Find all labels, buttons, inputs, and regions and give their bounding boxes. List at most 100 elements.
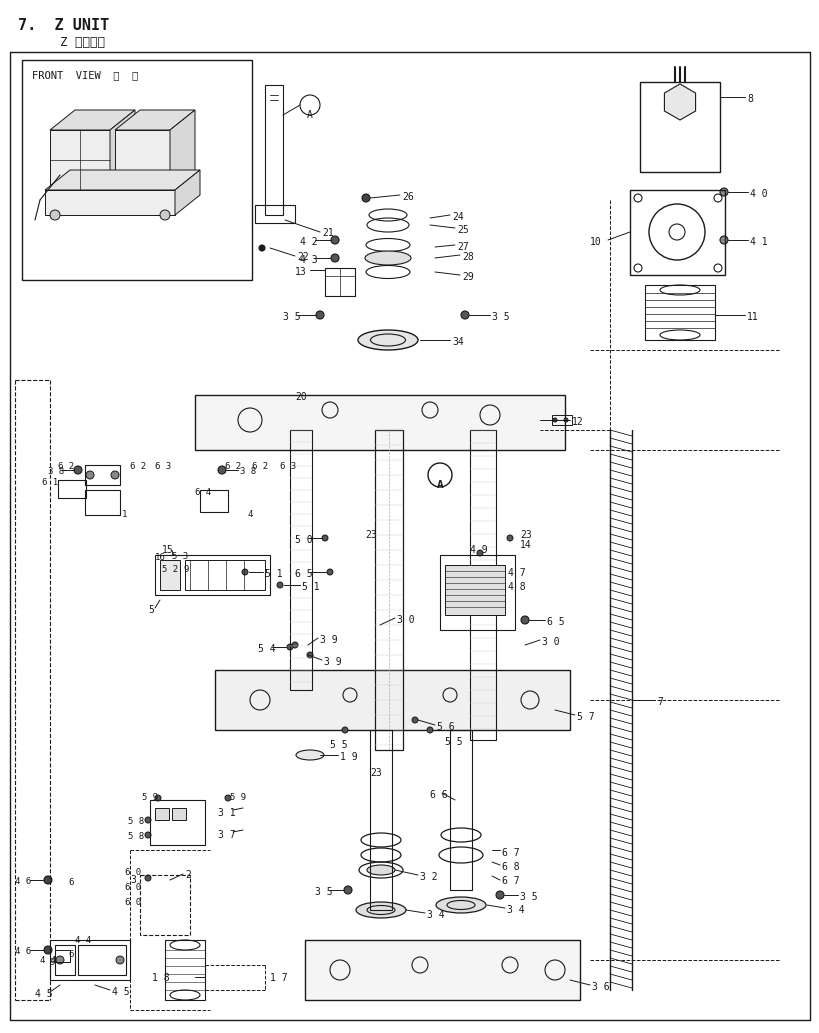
Text: Z ユニット: Z ユニット [30,36,105,49]
Bar [150,800,205,845]
Text: 5 2: 5 2 [162,565,178,574]
Text: 10: 10 [590,237,601,247]
Bar [200,490,228,512]
Bar [165,940,205,1000]
Ellipse shape [296,750,324,760]
Bar [185,560,265,590]
Text: 6: 6 [68,950,73,959]
Text: 6 2: 6 2 [251,462,268,471]
Bar [265,85,283,215]
Circle shape [44,946,52,954]
Polygon shape [50,130,110,190]
Text: 3 6: 3 6 [591,982,609,992]
Ellipse shape [436,897,486,913]
Bar [155,555,269,595]
Text: 23: 23 [369,768,382,778]
Circle shape [342,727,347,733]
Text: 6 3: 6 3 [155,462,171,471]
Text: 5 1: 5 1 [265,569,283,580]
Polygon shape [45,170,200,190]
Bar [440,555,514,630]
Circle shape [460,311,468,319]
Text: 3 5: 3 5 [283,312,301,322]
Text: 16: 16 [155,553,165,562]
Bar [629,190,724,275]
Bar [290,430,311,690]
Bar [55,945,75,975]
Polygon shape [663,84,695,120]
Text: 3 9: 3 9 [324,657,342,667]
Bar [445,565,505,615]
Text: 20: 20 [295,392,306,402]
Text: 6 0: 6 0 [124,868,141,877]
Bar [78,945,126,975]
Text: 7: 7 [656,697,662,707]
Polygon shape [305,940,579,1000]
Text: 1 9: 1 9 [340,752,357,762]
Text: 6 5: 6 5 [546,617,564,627]
Text: 4: 4 [247,510,253,519]
Bar [85,490,120,515]
Circle shape [145,832,151,838]
Text: 6 4: 6 4 [195,488,210,497]
Text: 6 7: 6 7 [501,848,519,858]
Ellipse shape [355,902,405,918]
Bar [255,205,295,223]
Text: 3 8: 3 8 [48,467,64,476]
Text: 6 0: 6 0 [124,883,141,893]
Text: 5 4: 5 4 [258,644,275,654]
Text: 6 8: 6 8 [501,862,519,872]
Text: 4 6: 4 6 [15,947,31,956]
Text: 3 4: 3 4 [427,910,444,920]
Text: 5 9: 5 9 [142,793,158,802]
Text: 21: 21 [322,228,333,238]
Circle shape [145,875,151,881]
Bar [160,560,180,590]
Text: 4 3: 4 3 [300,255,317,265]
Bar [450,730,472,890]
Bar [374,430,402,750]
Text: 3 5: 3 5 [491,312,509,322]
Circle shape [719,188,727,196]
Circle shape [44,876,52,884]
Text: 28: 28 [461,252,473,262]
Text: 14: 14 [519,540,531,550]
Circle shape [50,210,60,220]
Text: 29: 29 [461,272,473,282]
Text: 4 2: 4 2 [300,237,317,247]
Text: 4 0: 4 0 [749,189,767,199]
Circle shape [327,569,333,575]
Circle shape [155,795,161,801]
Text: 4 7: 4 7 [508,568,525,578]
Text: 5 5: 5 5 [445,737,462,747]
Text: 3 7: 3 7 [218,829,235,840]
Circle shape [86,471,94,479]
Bar [469,430,495,740]
Circle shape [495,891,504,899]
Circle shape [74,466,82,474]
Bar [551,415,572,425]
Bar [55,950,70,962]
Circle shape [477,550,482,556]
Text: 5 1: 5 1 [301,582,319,592]
Text: 4 4: 4 4 [75,936,91,945]
Text: 5 5: 5 5 [329,740,347,750]
Text: A: A [437,480,443,490]
Text: 3 0: 3 0 [396,615,414,625]
Text: 24: 24 [451,212,464,222]
Text: 4 5: 4 5 [35,989,52,999]
Text: 9: 9 [183,565,189,574]
Text: 3 2: 3 2 [419,872,437,882]
Text: 26: 26 [401,192,414,202]
Ellipse shape [358,330,418,350]
Text: 5 7: 5 7 [577,712,594,722]
Text: 6 0: 6 0 [124,898,141,907]
Text: 6 3: 6 3 [279,462,296,471]
Text: 9: 9 [50,958,56,967]
Bar [85,465,120,486]
Text: 25: 25 [456,225,468,234]
Polygon shape [195,395,564,450]
Text: FRONT  VIEW  前  備: FRONT VIEW 前 備 [32,70,138,80]
Circle shape [520,616,528,624]
Text: 6 6: 6 6 [429,790,447,800]
